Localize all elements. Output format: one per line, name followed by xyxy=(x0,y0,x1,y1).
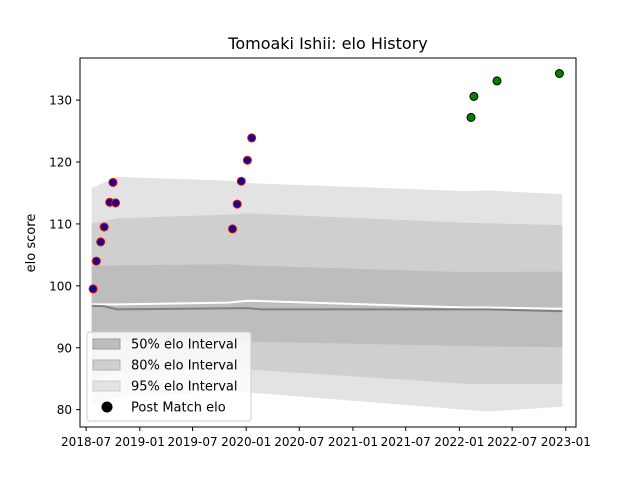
win-point xyxy=(492,76,502,86)
loss-point xyxy=(88,284,98,294)
y-tick-label: 90 xyxy=(57,341,72,355)
y-tick-label: 130 xyxy=(49,94,72,108)
y-tick-label: 120 xyxy=(49,156,72,170)
x-tick-label: 2019-07 xyxy=(167,435,217,449)
legend-marker xyxy=(101,401,113,413)
y-tick-label: 110 xyxy=(49,217,72,231)
legend-box xyxy=(86,331,252,422)
x-tick-label: 2022-01 xyxy=(434,435,484,449)
win-point xyxy=(469,91,479,101)
win-point xyxy=(554,69,564,78)
legend-label: 95% elo Interval xyxy=(131,380,238,395)
y-tick-label: 80 xyxy=(57,403,72,417)
band-50 xyxy=(91,264,563,348)
interval-lines xyxy=(91,299,563,313)
loss-point xyxy=(236,176,246,186)
axes: 2018-07 2019-01 2019-07 2020-01 2020-07 2021-… xyxy=(49,57,591,449)
loss-point xyxy=(99,222,109,232)
x-tick-label: 2019-01 xyxy=(115,435,165,449)
loss-point xyxy=(247,133,257,143)
legend-label: 80% elo Interval xyxy=(131,359,238,374)
x-tick-label: 2022-07 xyxy=(487,435,537,449)
legend-label: 50% elo Interval xyxy=(131,338,238,353)
loss-point xyxy=(232,199,242,209)
loss-point xyxy=(228,224,237,234)
loss-point xyxy=(91,256,101,266)
loss-point xyxy=(111,198,121,208)
x-tick-label: 2020-01 xyxy=(221,435,271,449)
legend: 50% elo Interval 80% elo Interval 95% elo … xyxy=(86,331,252,422)
y-axis-label: elo score xyxy=(24,214,39,273)
legend-label: Post Match elo xyxy=(131,401,226,416)
loss-point xyxy=(108,177,118,187)
legend-swatch xyxy=(92,338,121,350)
loss-point xyxy=(242,155,252,165)
post-match-points xyxy=(88,69,564,294)
x-tick-label: 2021-01 xyxy=(328,435,378,449)
x-tick-label: 2018-07 xyxy=(61,435,111,449)
x-tick-label: 2020-07 xyxy=(274,435,324,449)
loss-point xyxy=(96,237,106,247)
lower-line xyxy=(91,304,563,313)
legend-swatch xyxy=(92,359,121,371)
y-tick-label: 100 xyxy=(49,279,72,293)
median-line xyxy=(91,299,563,310)
chart-title: Tomoaki Ishii: elo History xyxy=(227,34,427,53)
plot-frame xyxy=(79,57,577,428)
x-tick-label: 2023-01 xyxy=(541,435,591,449)
legend-swatch xyxy=(92,380,121,392)
win-point xyxy=(466,112,476,122)
x-tick-label: 2021-07 xyxy=(381,435,431,449)
